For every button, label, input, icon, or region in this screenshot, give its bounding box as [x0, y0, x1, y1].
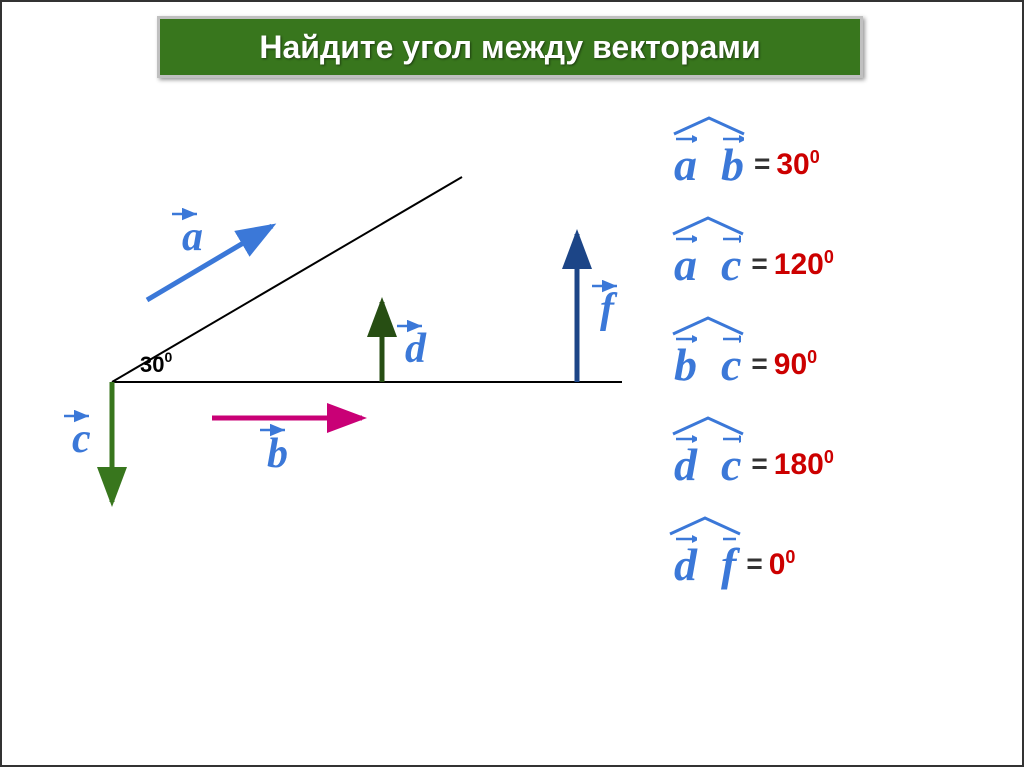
vector-a-label: a [182, 214, 203, 260]
vector-pair: ac [674, 238, 741, 291]
vector-arrow-icon [721, 232, 741, 246]
answer-row: ab =300 [674, 132, 974, 196]
answer-row: dc =1800 [674, 432, 974, 496]
answer-row: df =00 [674, 532, 974, 596]
answer-value: 1800 [774, 447, 834, 482]
equals-sign: = [754, 148, 770, 180]
vector-arrow-icon [721, 332, 741, 346]
vector-arrow-icon [674, 532, 697, 546]
vector-a [147, 226, 272, 300]
vector-arrow-icon [721, 132, 744, 146]
vector-f-label: f [600, 286, 618, 332]
vector-arrow-icon [674, 332, 697, 346]
equals-sign: = [746, 548, 762, 580]
equals-sign: = [751, 448, 767, 480]
vector-symbol: c [721, 338, 741, 391]
angle-label: 300 [140, 349, 172, 377]
vector-symbol: d [674, 538, 697, 591]
vector-symbol: b [721, 138, 744, 191]
vector-arrow-icon [674, 232, 697, 246]
vector-arrow-icon [674, 432, 697, 446]
vector-b-label: b [267, 431, 288, 477]
vector-symbol: d [674, 438, 697, 491]
vector-symbol: c [721, 238, 741, 291]
vector-symbol: b [674, 338, 697, 391]
vector-c-label: c [72, 416, 91, 462]
vector-arrow-icon [721, 532, 736, 546]
answer-value: 900 [774, 347, 817, 382]
vector-pair: df [674, 538, 736, 591]
answer-value: 00 [769, 547, 796, 582]
answer-row: ac =1200 [674, 232, 974, 296]
answer-value: 1200 [774, 247, 834, 282]
equals-sign: = [751, 248, 767, 280]
vector-arrow-icon [674, 132, 697, 146]
answer-value: 300 [776, 147, 819, 182]
vector-symbol: f [721, 538, 736, 591]
vector-symbol: a [674, 138, 697, 191]
answer-row: bc =900 [674, 332, 974, 396]
vector-pair: bc [674, 338, 741, 391]
vector-symbol: a [674, 238, 697, 291]
vector-d-label: d [405, 326, 427, 372]
answers-column: ab=300ac=1200bc=900dc=1800df=00 [674, 132, 974, 632]
equals-sign: = [751, 348, 767, 380]
vector-pair: ab [674, 138, 744, 191]
vector-symbol: c [721, 438, 741, 491]
vector-pair: dc [674, 438, 741, 491]
slide: Найдите угол между векторами [0, 0, 1024, 767]
vector-arrow-icon [721, 432, 741, 446]
